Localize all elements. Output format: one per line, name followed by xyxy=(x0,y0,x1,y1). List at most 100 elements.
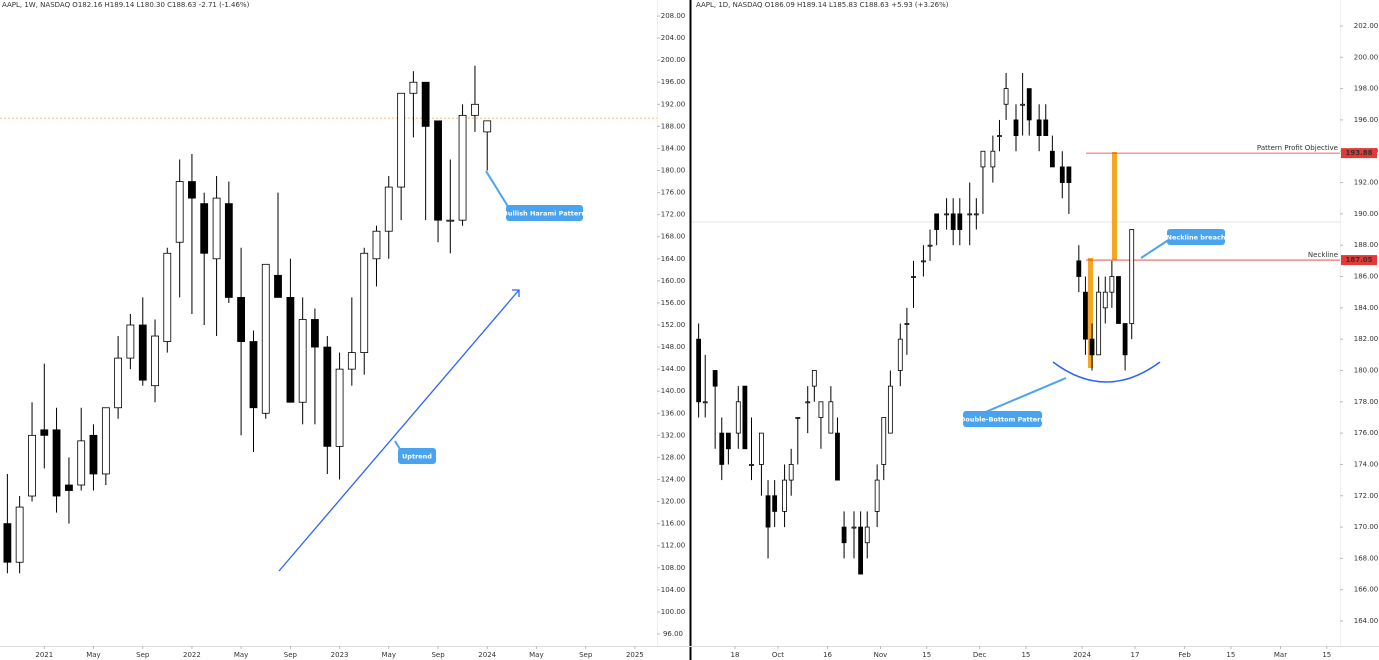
y-tick-label: 196.00 xyxy=(661,78,686,86)
y-tick-label: 200.00 xyxy=(661,56,686,64)
y-tick-label: 136.00 xyxy=(661,409,686,417)
x-tick-label: 15 xyxy=(1322,651,1331,659)
candle-body xyxy=(735,401,741,434)
candle-body xyxy=(1102,291,1108,309)
candle-body xyxy=(175,181,184,243)
y-tick-label: 108.00 xyxy=(661,564,686,572)
y-tick-label: 100.00 xyxy=(661,608,686,616)
y-tick-label: 184.00 xyxy=(1354,304,1379,312)
y-tick-label: 192.00 xyxy=(661,100,686,108)
y-tick-label: 196.00 xyxy=(1354,116,1379,124)
candle-body xyxy=(1066,166,1072,183)
candle-body xyxy=(384,186,393,232)
y-tick-label: 164.00 xyxy=(661,255,686,263)
y-tick-label: 186.00 xyxy=(1354,273,1379,281)
candle-body xyxy=(40,429,49,436)
x-tick-label: Sep xyxy=(431,651,445,659)
x-tick-label: 2024 xyxy=(1073,651,1091,659)
candle-body xyxy=(818,401,824,418)
candle-body xyxy=(904,323,910,325)
candle-body xyxy=(887,385,893,434)
callout-text: Double-Bottom Pattern xyxy=(960,416,1045,424)
y-tick-label: 172.00 xyxy=(1354,492,1379,500)
candle-body xyxy=(212,197,221,260)
x-tick-label: 2023 xyxy=(331,651,349,659)
candle-body xyxy=(1003,88,1009,105)
candle-body xyxy=(749,464,754,466)
candle-body xyxy=(997,135,1002,137)
level-label: Neckline xyxy=(1308,251,1338,259)
callout-box xyxy=(1167,229,1225,245)
x-tick-label: Dec xyxy=(973,651,987,659)
projection-bar xyxy=(1112,152,1117,260)
x-tick-label: 15 xyxy=(922,651,931,659)
x-tick-label: Nov xyxy=(874,651,888,659)
x-tick-label: Sep xyxy=(284,651,298,659)
candle-body xyxy=(858,526,864,575)
candle-body xyxy=(950,213,956,230)
y-tick-label: 198.00 xyxy=(1354,85,1379,93)
y-tick-label: 178.00 xyxy=(1354,398,1379,406)
candle-body xyxy=(719,432,725,465)
x-tick-label: 2024 xyxy=(478,651,496,659)
candle-body xyxy=(881,417,887,465)
candle-body xyxy=(471,103,479,116)
arrow-head xyxy=(512,289,520,297)
candle-body xyxy=(795,417,801,419)
candle-body xyxy=(782,479,787,512)
x-tick-label: 15 xyxy=(1226,651,1235,659)
candle-body xyxy=(874,479,880,512)
y-tick-label: 144.00 xyxy=(661,365,686,373)
y-tick-label: 180.00 xyxy=(661,167,686,175)
y-tick-label: 112.00 xyxy=(661,542,686,550)
candle-body xyxy=(828,401,834,434)
candle-body xyxy=(335,368,344,447)
candle-body xyxy=(1122,323,1128,356)
candle-body xyxy=(1036,119,1042,136)
candle-body xyxy=(101,407,110,475)
x-tick-label: May xyxy=(86,651,100,659)
level-price-label: 193.88 xyxy=(1345,149,1372,157)
candle-body xyxy=(921,260,926,263)
candle-body xyxy=(65,484,73,491)
candle-body xyxy=(126,324,135,359)
candle-body xyxy=(967,213,973,216)
y-tick-label: 208.00 xyxy=(661,12,686,20)
candle-body xyxy=(372,230,381,260)
x-tick-label: Sep xyxy=(136,651,150,659)
candle-body xyxy=(742,385,748,450)
candle-body xyxy=(261,263,270,414)
y-tick-label: 166.00 xyxy=(1354,586,1379,594)
candle-body xyxy=(973,213,979,216)
candle-body xyxy=(990,150,996,168)
y-tick-label: 168.00 xyxy=(1354,554,1379,562)
x-tick-label: Feb xyxy=(1178,651,1191,659)
trend-line xyxy=(278,289,520,572)
candle-body xyxy=(151,335,159,387)
x-tick-label: 18 xyxy=(731,651,740,659)
y-tick-label: 180.00 xyxy=(1354,366,1379,374)
candle-body xyxy=(927,244,933,247)
candle-body xyxy=(765,495,771,528)
candle-body xyxy=(163,252,172,342)
candle-body xyxy=(397,92,406,188)
candle-body xyxy=(702,401,708,404)
level-price-label: 187.05 xyxy=(1345,256,1372,264)
candle-body xyxy=(434,120,442,221)
candle-body xyxy=(15,506,24,563)
candle-body xyxy=(934,213,940,230)
x-tick-label: 16 xyxy=(823,651,832,659)
candle-body xyxy=(1116,276,1121,324)
x-tick-label: May xyxy=(381,651,395,659)
candle-body xyxy=(864,526,870,544)
candle-body xyxy=(944,213,949,216)
callout-box xyxy=(963,411,1042,427)
y-tick-label: 152.00 xyxy=(661,321,686,329)
candle-body xyxy=(1043,119,1049,136)
y-tick-label: 132.00 xyxy=(661,431,686,439)
candle-body xyxy=(841,526,847,544)
y-tick-label: 124.00 xyxy=(661,475,686,483)
candle-body xyxy=(725,432,731,450)
candle-body xyxy=(759,432,764,465)
y-tick-label: 200.00 xyxy=(1354,53,1379,61)
